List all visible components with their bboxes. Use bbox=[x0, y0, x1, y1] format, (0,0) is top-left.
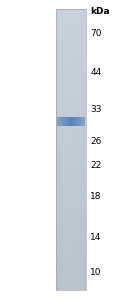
Text: 10: 10 bbox=[90, 268, 102, 277]
Text: 44: 44 bbox=[90, 68, 102, 77]
Text: kDa: kDa bbox=[90, 7, 110, 16]
Text: 33: 33 bbox=[90, 105, 102, 114]
Text: 14: 14 bbox=[90, 233, 102, 242]
Text: 26: 26 bbox=[90, 137, 102, 146]
Text: 22: 22 bbox=[90, 161, 102, 170]
Text: 70: 70 bbox=[90, 29, 102, 38]
Text: 18: 18 bbox=[90, 192, 102, 201]
